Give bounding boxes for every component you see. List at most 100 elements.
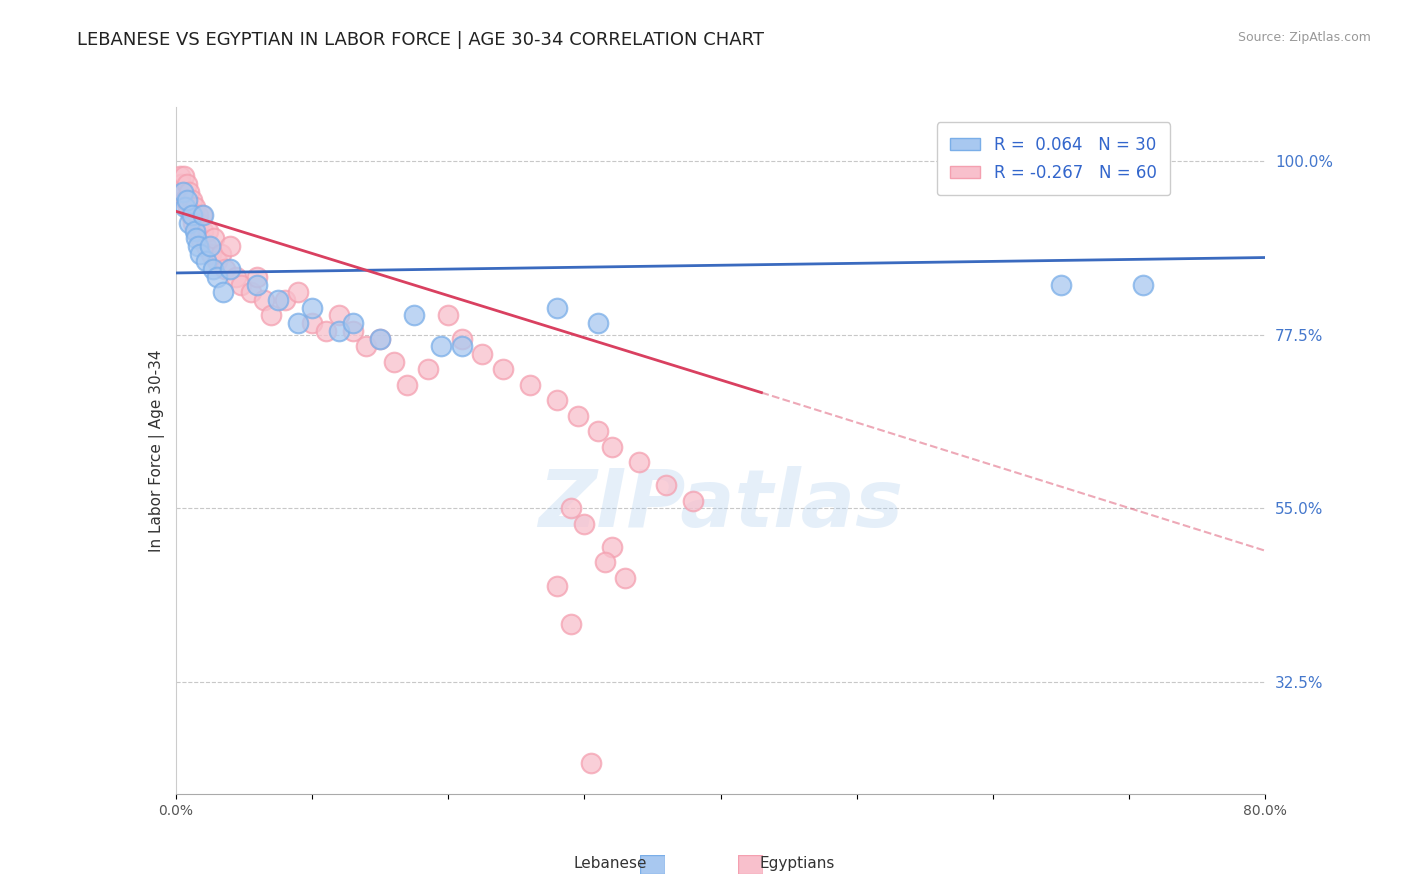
Point: [368, 332, 391, 346]
Point: [356, 339, 378, 353]
Legend: R =  0.064   N = 30, R = -0.267   N = 60: R = 0.064 N = 30, R = -0.267 N = 60: [936, 122, 1170, 195]
Point: [200, 246, 222, 260]
Point: [181, 193, 204, 207]
Point: [174, 193, 197, 207]
Point: [471, 347, 494, 361]
Point: [173, 169, 195, 184]
Point: [450, 339, 472, 353]
Point: [600, 540, 623, 554]
Point: [574, 516, 596, 531]
Point: [191, 223, 214, 237]
Point: [560, 617, 582, 632]
Point: [253, 293, 276, 307]
Point: [191, 208, 214, 222]
Point: [194, 254, 217, 268]
Point: [301, 301, 323, 315]
Point: [179, 185, 201, 199]
Point: [174, 200, 197, 214]
Point: [172, 185, 194, 199]
Text: Source: ZipAtlas.com: Source: ZipAtlas.com: [1237, 31, 1371, 45]
Point: [614, 571, 637, 585]
Point: [186, 231, 208, 245]
Point: [260, 309, 283, 323]
Point: [396, 377, 419, 392]
Point: [593, 555, 616, 569]
Point: [246, 277, 269, 292]
Point: [287, 316, 309, 330]
Point: [627, 455, 650, 469]
Point: [560, 501, 582, 516]
Point: [170, 178, 193, 192]
Point: [205, 269, 228, 284]
Point: [600, 440, 623, 454]
Point: [342, 324, 364, 338]
Text: Lebanese: Lebanese: [574, 856, 647, 871]
Point: [682, 493, 704, 508]
Point: [181, 208, 204, 222]
Point: [1050, 277, 1073, 292]
Point: [225, 269, 247, 284]
Point: [267, 293, 290, 307]
Point: [519, 377, 541, 392]
Point: [197, 223, 219, 237]
Point: [546, 393, 568, 408]
Point: [239, 285, 262, 300]
Point: [219, 262, 242, 277]
Text: LEBANESE VS EGYPTIAN IN LABOR FORCE | AGE 30-34 CORRELATION CHART: LEBANESE VS EGYPTIAN IN LABOR FORCE | AG…: [77, 31, 765, 49]
Point: [187, 216, 209, 230]
Point: [186, 208, 209, 222]
Point: [219, 239, 242, 253]
Point: [1132, 277, 1154, 292]
Point: [177, 200, 200, 214]
Point: [586, 316, 609, 330]
Point: [342, 316, 364, 330]
Y-axis label: In Labor Force | Age 30-34: In Labor Force | Age 30-34: [149, 349, 165, 552]
Point: [214, 262, 236, 277]
Point: [492, 362, 515, 376]
Point: [201, 262, 224, 277]
Text: ZIPatlas: ZIPatlas: [538, 467, 903, 544]
Point: [437, 309, 460, 323]
Point: [169, 169, 191, 184]
Point: [328, 324, 350, 338]
Point: [198, 239, 221, 253]
Point: [188, 246, 211, 260]
Point: [188, 231, 211, 245]
Point: [546, 578, 568, 592]
Point: [246, 269, 269, 284]
Point: [301, 316, 323, 330]
Point: [382, 355, 405, 369]
Point: [546, 301, 568, 315]
Point: [586, 424, 609, 438]
Point: [186, 239, 209, 253]
Point: [655, 478, 678, 492]
Point: [287, 285, 309, 300]
Point: [176, 178, 198, 192]
Point: [180, 208, 202, 222]
Point: [368, 332, 391, 346]
Point: [579, 756, 602, 770]
Point: [205, 254, 228, 268]
Point: [183, 216, 205, 230]
Point: [179, 216, 201, 230]
Point: [190, 208, 212, 222]
Point: [202, 231, 225, 245]
Point: [567, 409, 589, 423]
Point: [231, 277, 253, 292]
Point: [404, 309, 426, 323]
Point: [186, 223, 208, 237]
Point: [184, 200, 207, 214]
Point: [416, 362, 439, 376]
Point: [184, 223, 207, 237]
Text: Egyptians: Egyptians: [759, 856, 835, 871]
Point: [212, 285, 235, 300]
Point: [328, 309, 350, 323]
Point: [209, 246, 232, 260]
Point: [172, 185, 194, 199]
Point: [194, 239, 217, 253]
Point: [315, 324, 337, 338]
Point: [274, 293, 297, 307]
Point: [450, 332, 472, 346]
Point: [430, 339, 453, 353]
Point: [176, 193, 198, 207]
